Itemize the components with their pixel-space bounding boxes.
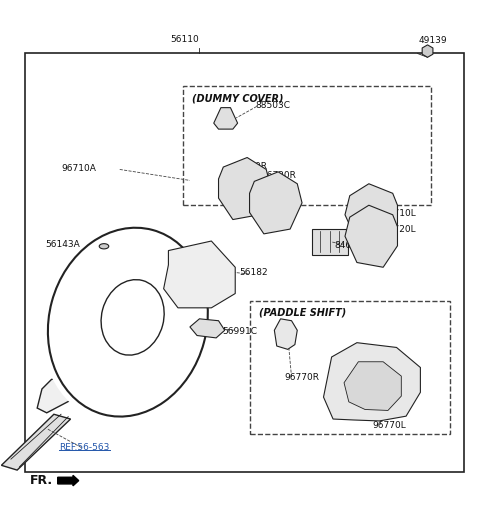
Polygon shape — [324, 343, 420, 421]
Polygon shape — [422, 45, 433, 57]
Polygon shape — [275, 319, 297, 349]
Polygon shape — [164, 241, 235, 308]
Text: 96710A: 96710A — [61, 164, 96, 173]
Bar — [25, 52, 464, 472]
Polygon shape — [37, 369, 180, 413]
Text: 96720L: 96720L — [382, 225, 416, 234]
Polygon shape — [345, 205, 397, 267]
Text: 56143A: 56143A — [45, 240, 80, 249]
Text: 49139: 49139 — [419, 36, 447, 45]
Polygon shape — [345, 184, 397, 246]
Text: REF.56-563: REF.56-563 — [59, 443, 109, 452]
Polygon shape — [344, 362, 401, 411]
FancyArrow shape — [58, 475, 79, 486]
Bar — [312, 228, 348, 255]
Text: 84673B: 84673B — [335, 241, 369, 250]
Text: 96710L: 96710L — [382, 209, 416, 218]
Ellipse shape — [99, 244, 109, 249]
Ellipse shape — [48, 228, 208, 416]
Text: 56110: 56110 — [171, 35, 200, 44]
Bar — [250, 301, 450, 434]
Polygon shape — [214, 108, 238, 129]
Polygon shape — [190, 319, 225, 338]
Text: 88503C: 88503C — [255, 101, 290, 110]
Polygon shape — [250, 172, 302, 234]
Text: FR.: FR. — [30, 474, 53, 487]
Text: 56991C: 56991C — [222, 327, 257, 336]
Text: (DUMMY COVER): (DUMMY COVER) — [192, 93, 284, 103]
Text: (PADDLE SHIFT): (PADDLE SHIFT) — [259, 308, 347, 318]
Text: 96720R: 96720R — [262, 171, 296, 180]
Text: 56182: 56182 — [239, 268, 268, 278]
Text: 96770R: 96770R — [284, 373, 319, 383]
Text: 96710R: 96710R — [233, 162, 268, 171]
Polygon shape — [1, 414, 71, 470]
Polygon shape — [218, 158, 271, 219]
Ellipse shape — [101, 280, 164, 355]
Text: 96770L: 96770L — [372, 421, 407, 430]
Bar — [183, 86, 431, 205]
